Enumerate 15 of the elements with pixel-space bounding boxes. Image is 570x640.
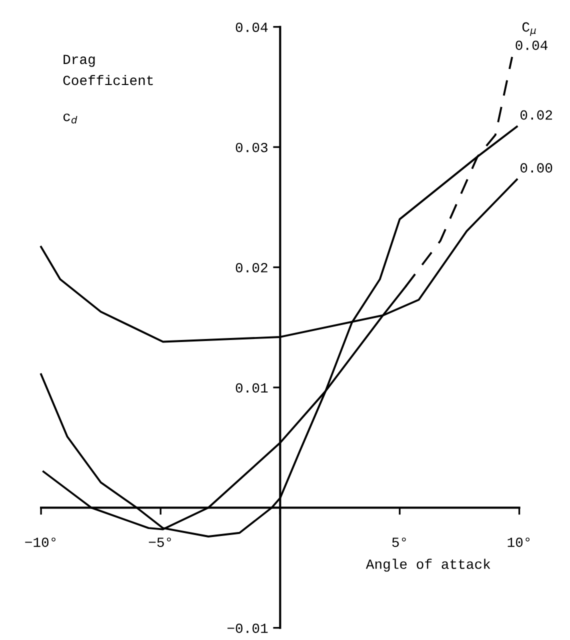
x-axis-title: Angle of attack bbox=[366, 558, 490, 572]
y-tick-label: −0.01 bbox=[227, 624, 268, 634]
x-tick-label: −5° bbox=[148, 538, 171, 548]
y-tick-label: 0.02 bbox=[236, 263, 268, 272]
series-label: 0.00 bbox=[520, 163, 552, 173]
y-tick-label: 0.04 bbox=[236, 22, 268, 32]
x-tick-label: 5° bbox=[392, 538, 406, 548]
x-tick-label: 10° bbox=[508, 538, 530, 548]
y-tick-label: 0.03 bbox=[236, 142, 268, 152]
x-tick-label: −10° bbox=[25, 538, 56, 548]
text: Drag Coefficient c$_{d}$ bbox=[63, 54, 153, 124]
series-label: 0.04 bbox=[516, 40, 548, 50]
series-label: 0.02 bbox=[520, 110, 552, 120]
legend-title: C$_{μ}$ bbox=[522, 22, 536, 36]
y-tick-label: 0.01 bbox=[236, 383, 268, 393]
